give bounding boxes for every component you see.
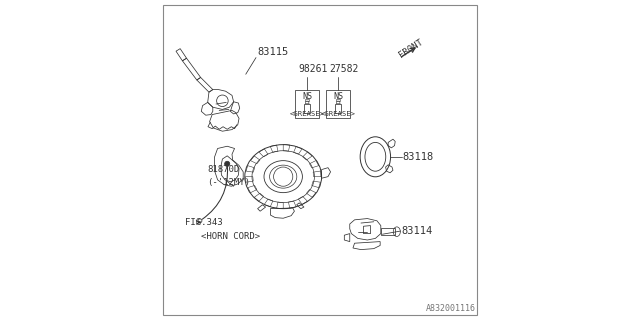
Text: 83115: 83115: [257, 47, 288, 57]
Text: <HORN CORD>: <HORN CORD>: [201, 232, 260, 241]
Text: 98261: 98261: [298, 64, 328, 74]
Bar: [295, 90, 319, 118]
Text: 83114: 83114: [402, 226, 433, 236]
Bar: [337, 99, 340, 101]
Bar: [305, 99, 309, 101]
Bar: [335, 104, 342, 113]
Bar: [326, 90, 351, 118]
Text: <GREASE>: <GREASE>: [321, 111, 356, 117]
Text: 27582: 27582: [329, 64, 358, 74]
Bar: [304, 104, 310, 113]
Text: NS: NS: [333, 92, 343, 100]
Text: FIG.343: FIG.343: [185, 218, 223, 227]
Text: 81870D: 81870D: [207, 165, 239, 174]
Text: 83118: 83118: [403, 152, 434, 162]
Text: FRONT: FRONT: [397, 38, 424, 60]
Text: NS: NS: [302, 92, 312, 100]
Text: <GREASE>: <GREASE>: [290, 111, 324, 117]
Text: (-'12MY): (-'12MY): [207, 178, 250, 187]
Text: A832001116: A832001116: [426, 304, 476, 313]
Circle shape: [225, 161, 230, 166]
